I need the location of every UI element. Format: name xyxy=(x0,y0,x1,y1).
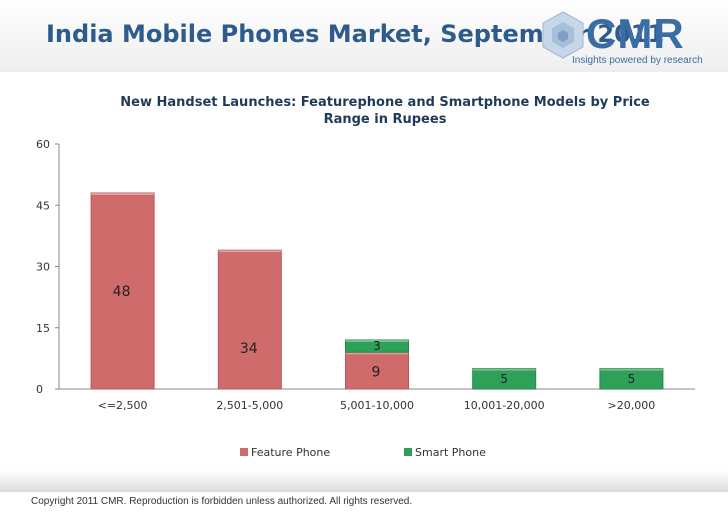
bar-smart-phone xyxy=(472,368,537,390)
bar-smart-phone xyxy=(345,339,409,353)
legend-swatch xyxy=(240,448,248,456)
y-tick-label: 45 xyxy=(36,199,50,212)
data-label-smart-phone: 5 xyxy=(500,372,508,386)
header-band xyxy=(0,0,728,72)
bar-highlight xyxy=(345,352,409,355)
chart-area: New Handset Launches: Featurephone and S… xyxy=(0,84,728,474)
cmr-logo: CMR Insights powered by research xyxy=(538,10,728,70)
x-tick-label: 10,001-20,000 xyxy=(464,399,545,412)
y-tick-label: 15 xyxy=(36,322,50,335)
data-label-feature-phone: 9 xyxy=(372,365,381,381)
y-tick-label: 30 xyxy=(36,261,50,274)
footer-band xyxy=(0,470,728,492)
legend-label: Feature Phone xyxy=(251,446,330,459)
cmr-logo-mark-icon xyxy=(542,11,584,59)
data-label-smart-phone: 5 xyxy=(628,372,636,386)
bar-highlight xyxy=(91,193,155,195)
x-tick-label: <=2,500 xyxy=(98,399,148,412)
x-tick-label: 2,501-5,000 xyxy=(216,399,283,412)
bar-feature-phone xyxy=(217,249,282,390)
y-tick-label: 60 xyxy=(36,138,50,151)
data-label-feature-phone: 48 xyxy=(113,284,131,300)
bar-chart: 0 15 30 45 60 48 <=2,500 34 2,501-5,000 9 3 5,001-1… xyxy=(36,138,695,459)
bar-highlight xyxy=(599,368,663,371)
x-tick-label: 5,001-10,000 xyxy=(340,399,414,412)
bar-highlight xyxy=(472,368,536,371)
x-tick-label: >20,000 xyxy=(608,399,656,412)
logo-wordmark: CMR xyxy=(586,10,685,57)
copyright-notice: Copyright 2011 CMR. Reproduction is forb… xyxy=(31,496,413,507)
bar-highlight xyxy=(218,250,282,253)
legend-swatch xyxy=(404,448,412,456)
logo-tagline: Insights powered by research xyxy=(572,55,703,66)
legend-label: Smart Phone xyxy=(415,446,486,459)
data-label-smart-phone: 3 xyxy=(373,339,381,353)
bar-smart-phone xyxy=(599,368,664,390)
bar-feature-phone xyxy=(90,192,155,390)
y-tick-label: 0 xyxy=(36,383,43,396)
data-label-feature-phone: 34 xyxy=(240,341,258,357)
bar-highlight xyxy=(345,340,409,342)
chart-title: New Handset Launches: Featurephone and S… xyxy=(120,95,650,127)
